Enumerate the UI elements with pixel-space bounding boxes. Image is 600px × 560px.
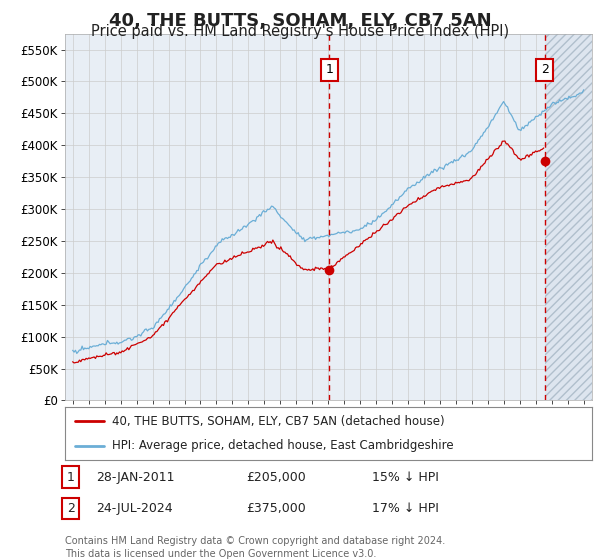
Text: Price paid vs. HM Land Registry's House Price Index (HPI): Price paid vs. HM Land Registry's House … [91, 24, 509, 39]
Text: 17% ↓ HPI: 17% ↓ HPI [372, 502, 439, 515]
Text: 40, THE BUTTS, SOHAM, ELY, CB7 5AN (detached house): 40, THE BUTTS, SOHAM, ELY, CB7 5AN (deta… [112, 415, 445, 428]
Text: 2: 2 [541, 63, 548, 77]
Text: 24-JUL-2024: 24-JUL-2024 [96, 502, 173, 515]
Text: 2: 2 [67, 502, 75, 515]
Text: £205,000: £205,000 [246, 470, 306, 484]
Text: 28-JAN-2011: 28-JAN-2011 [96, 470, 175, 484]
Text: £375,000: £375,000 [246, 502, 306, 515]
Text: 15% ↓ HPI: 15% ↓ HPI [372, 470, 439, 484]
Bar [545, 34, 592, 400]
Text: 40, THE BUTTS, SOHAM, ELY, CB7 5AN: 40, THE BUTTS, SOHAM, ELY, CB7 5AN [109, 12, 491, 30]
Text: Contains HM Land Registry data © Crown copyright and database right 2024.
This d: Contains HM Land Registry data © Crown c… [65, 536, 445, 559]
Text: 1: 1 [67, 470, 75, 484]
Text: 1: 1 [326, 63, 334, 77]
Text: HPI: Average price, detached house, East Cambridgeshire: HPI: Average price, detached house, East… [112, 440, 454, 452]
